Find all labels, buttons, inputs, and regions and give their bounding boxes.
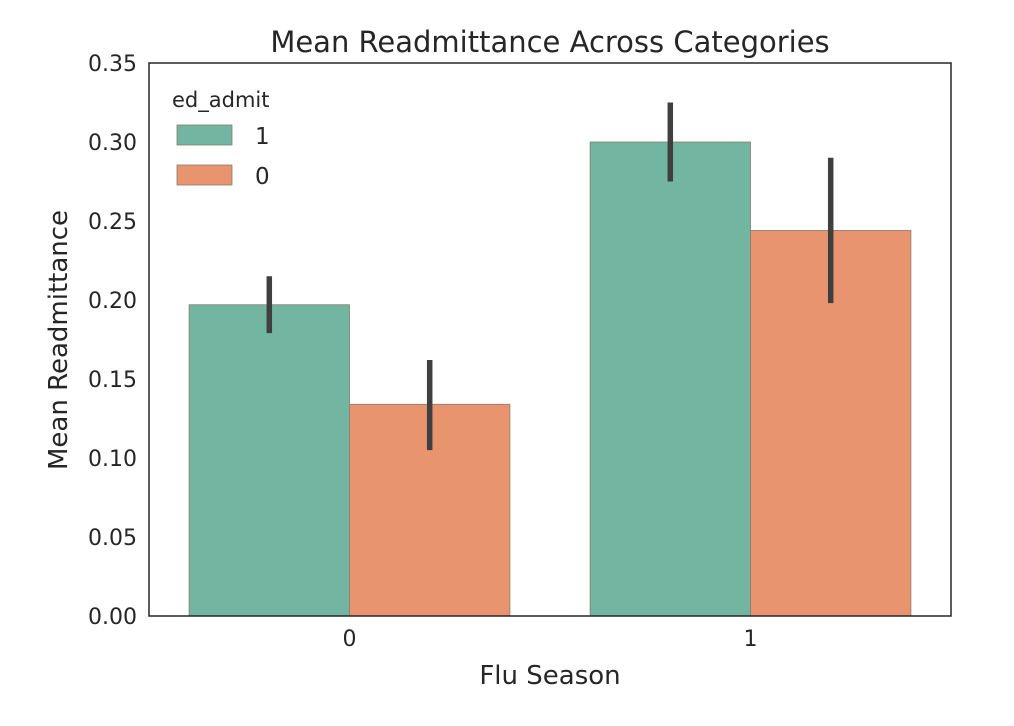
error-bars-layer xyxy=(266,102,834,451)
legend-label-1: 1 xyxy=(255,124,270,150)
chart-title: Mean Readmittance Across Categories xyxy=(270,25,829,59)
y-tick-label: 0.35 xyxy=(88,52,137,77)
y-tick-label: 0.00 xyxy=(88,605,137,630)
bar-ed-admit-1-flu-0 xyxy=(188,304,350,617)
y-tick-label: 0.30 xyxy=(88,131,137,156)
legend-items: 10 xyxy=(176,124,270,190)
x-tick-label: 0 xyxy=(343,627,357,652)
legend-swatch-1 xyxy=(176,124,233,146)
legend-swatch-0 xyxy=(176,164,233,186)
y-tick-label: 0.20 xyxy=(88,289,137,314)
plot-frame xyxy=(148,62,952,617)
x-tick-label: 1 xyxy=(744,627,758,652)
y-tick-label: 0.15 xyxy=(88,368,137,393)
x-axis-label: Flu Season xyxy=(479,661,620,691)
y-axis-ticks: 0.00 0.05 0.10 0.15 0.20 0.25 0.30 0.35 xyxy=(88,52,137,630)
y-tick-label: 0.25 xyxy=(88,210,137,235)
legend-label-0: 0 xyxy=(255,164,270,190)
y-tick-label: 0.05 xyxy=(88,526,137,551)
legend: ed_admit 10 xyxy=(172,88,270,190)
legend-title: ed_admit xyxy=(172,88,269,113)
y-tick-label: 0.10 xyxy=(88,447,137,472)
bars-layer xyxy=(188,141,912,617)
y-axis-label: Mean Readmittance xyxy=(44,210,74,470)
bar-ed-admit-1-flu-1 xyxy=(589,141,751,617)
